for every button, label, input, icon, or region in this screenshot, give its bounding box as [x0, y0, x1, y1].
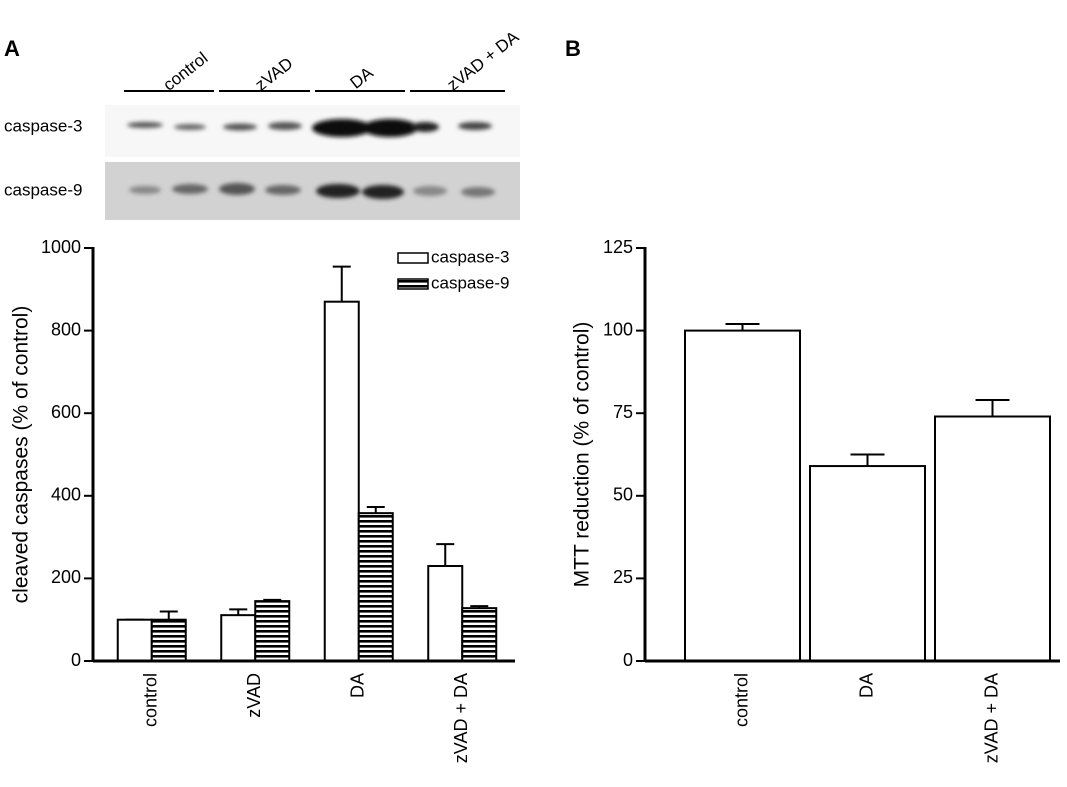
y-tick-label: 125 — [603, 237, 633, 257]
panel-label: B — [565, 36, 581, 61]
x-tick-label: zVAD + DA — [981, 673, 1001, 763]
y-tick-label: 25 — [613, 567, 633, 587]
x-tick-label: control — [141, 673, 161, 727]
legend-label: caspase-3 — [431, 247, 509, 266]
bar — [220, 614, 257, 662]
x-tick-label: zVAD + DA — [451, 673, 471, 763]
legend-swatch — [397, 278, 429, 290]
y-tick-label: 0 — [623, 650, 633, 670]
x-tick-label: DA — [856, 673, 876, 698]
y-tick-label: 50 — [613, 485, 633, 505]
y-axis-label: MTT reduction (% of control) — [571, 322, 594, 588]
panel-label: A — [4, 36, 20, 61]
blot-row-label: caspase-9 — [4, 180, 82, 199]
bar — [684, 329, 801, 662]
bar — [254, 600, 291, 662]
bar — [427, 565, 464, 663]
y-tick-label: 200 — [51, 567, 81, 587]
lane-label: DA — [347, 63, 378, 93]
bar — [357, 512, 394, 662]
y-tick-label: 600 — [51, 402, 81, 422]
y-tick-label: 1000 — [41, 237, 81, 257]
bar — [116, 618, 153, 663]
lane-label: zVAD + DA — [444, 27, 523, 95]
bar — [150, 618, 187, 663]
y-tick-label: 0 — [71, 650, 81, 670]
bar — [323, 300, 360, 662]
lane-label: zVAD — [252, 54, 297, 95]
x-tick-label: control — [731, 673, 751, 727]
y-tick-label: 75 — [613, 402, 633, 422]
legend-label: caspase-9 — [431, 273, 509, 292]
y-tick-label: 100 — [603, 319, 633, 339]
x-tick-label: DA — [348, 673, 368, 698]
lane-label: control — [160, 48, 212, 94]
blot-row-label: caspase-3 — [4, 116, 82, 135]
y-axis-label: cleaved caspases (% of control) — [10, 306, 33, 604]
bar — [809, 465, 926, 662]
bar — [461, 607, 498, 662]
legend-swatch — [397, 252, 429, 264]
x-tick-label: zVAD — [244, 673, 264, 718]
y-tick-label: 800 — [51, 319, 81, 339]
y-tick-label: 400 — [51, 485, 81, 505]
bar — [934, 415, 1051, 662]
blot-image — [105, 90, 520, 220]
